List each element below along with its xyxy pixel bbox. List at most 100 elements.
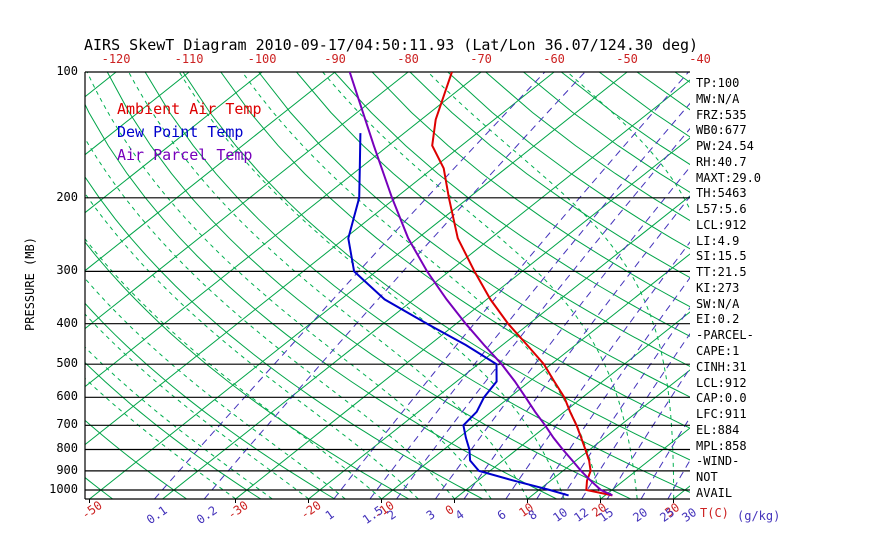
dry-adiabat-line	[85, 419, 187, 499]
stat-line: CAP:0.0	[696, 391, 747, 406]
mixing-ratio-line	[333, 72, 689, 499]
isotherm-line	[85, 72, 336, 272]
mixing-ratio-line	[154, 72, 546, 499]
dry-adiabat-line	[788, 72, 870, 499]
dry-adiabat-line	[485, 72, 690, 222]
mixing-ratio-line	[203, 72, 586, 499]
isotherm-line	[85, 72, 117, 98]
sounding-curves	[347, 72, 613, 497]
dry-adiabat-line	[409, 72, 690, 279]
dry-adiabat-line	[85, 176, 483, 499]
pressure-tick: 1000	[49, 482, 78, 496]
top-temp-tick: -100	[247, 52, 277, 66]
dry-adiabat-line	[85, 103, 557, 499]
isotherm-line	[162, 79, 690, 499]
temp-unit-label: T(C)	[700, 506, 729, 520]
dry-adiabat-line	[220, 72, 690, 429]
dry-adiabat-line	[85, 476, 113, 499]
mixing-ratio-line	[435, 166, 690, 499]
isotherm-line	[85, 72, 555, 446]
pressure-tick: 300	[56, 263, 78, 278]
stat-line: TH:5463	[696, 186, 747, 201]
stat-line: SI:15.5	[696, 249, 747, 264]
chart-title: AIRS SkewT Diagram 2010-09-17/04:50:11.9…	[84, 36, 699, 54]
stat-line: WB0:677	[696, 123, 747, 138]
isotherm-line	[235, 137, 690, 499]
stat-line: CINH:31	[696, 359, 747, 374]
moist-adiabat-line	[322, 72, 638, 499]
stat-line: SW:N/A	[696, 296, 740, 311]
stat-line: PW:24.54	[696, 139, 754, 154]
stats-panel: TP:100 MW:N/A FRZ:535 WB0:677 PW:24.54 RH:40.…	[696, 76, 761, 502]
top-temp-tick: -60	[543, 52, 565, 66]
top-temp-tick: -110	[174, 52, 204, 66]
isotherm-line	[85, 72, 482, 388]
dry-adiabat-line	[182, 72, 690, 461]
dry-adiabat-line	[333, 72, 690, 337]
pressure-tick: 500	[56, 356, 78, 371]
moist-adiabat-line	[85, 238, 383, 499]
dry-adiabat-line	[85, 361, 261, 499]
dry-adiabat-line	[296, 72, 690, 367]
dry-adiabat-line	[751, 72, 870, 499]
parcel-temp-curve	[348, 72, 613, 497]
legend-air-parcel-temp: Air Parcel Temp	[117, 146, 253, 164]
isotherm-line	[85, 72, 263, 214]
dry-adiabat-line	[85, 302, 335, 499]
stat-line: CAPE:1	[696, 344, 740, 359]
stat-line: L57:5.6	[696, 202, 747, 217]
isotherm-line	[454, 311, 690, 499]
isotherm-line	[308, 195, 690, 499]
isotherm-line	[89, 72, 628, 499]
dry-adiabat-line	[144, 72, 690, 493]
pressure-tick: 200	[56, 189, 78, 204]
pressure-tick: 400	[56, 315, 78, 330]
stat-line: LI:4.9	[696, 233, 740, 248]
mixing-unit-label: (g/kg)	[737, 509, 781, 523]
moist-adiabat-line	[783, 72, 863, 499]
stat-line: NOT	[696, 470, 718, 485]
mixing-ratio-line	[505, 241, 690, 499]
stat-line: AVAIL	[696, 485, 733, 500]
top-temp-tick: -80	[397, 52, 419, 66]
moist-adiabat-line	[427, 72, 675, 499]
dewpoint-curve	[347, 133, 569, 497]
pressure-grid	[84, 71, 690, 503]
moist-adiabat-line	[85, 137, 456, 499]
stat-line: EI:0.2	[696, 312, 740, 327]
moist-adiabat-line	[86, 72, 492, 499]
stat-line: TP:100	[696, 76, 740, 90]
stat-line: LCL:912	[696, 217, 747, 232]
pressure-tick: 700	[56, 417, 78, 432]
ambient-temp-curve	[431, 72, 613, 497]
dry-adiabat-line	[371, 72, 690, 308]
pressure-tick: 900	[56, 462, 78, 477]
stat-line: TT:21.5	[696, 265, 747, 280]
stat-line: EL:884	[696, 422, 740, 437]
dry-adiabat-line	[258, 72, 690, 398]
isotherm-line	[85, 72, 190, 156]
mixing-ratio-line	[396, 127, 690, 499]
mixing-ratio-line	[536, 276, 690, 499]
stat-line: -WIND-	[696, 454, 740, 469]
pressure-tick: 800	[56, 441, 78, 456]
stat-line: FRZ:535	[696, 107, 747, 122]
stat-line: RH:40.7	[696, 154, 747, 169]
top-temp-tick: -120	[101, 52, 131, 66]
background-lines	[85, 72, 870, 499]
pressure-tick: 100	[56, 64, 78, 78]
isotherm-line	[381, 253, 690, 499]
legend-ambient-temp: Ambient Air Temp	[117, 100, 262, 118]
stat-line: LFC:911	[696, 407, 747, 422]
stat-line: MAXT:29.0	[696, 170, 762, 185]
moist-adiabat-line	[128, 72, 529, 499]
stat-line: LCL:912	[696, 375, 747, 390]
mixing-ratio-line	[369, 102, 690, 499]
top-temp-tick: -40	[689, 52, 711, 66]
stat-line: MPL:858	[696, 438, 747, 453]
top-temp-tick: -70	[470, 52, 492, 66]
pressure-tick: 600	[56, 389, 78, 404]
dry-adiabat-line	[106, 72, 631, 499]
stat-line: KI:273	[696, 280, 740, 295]
